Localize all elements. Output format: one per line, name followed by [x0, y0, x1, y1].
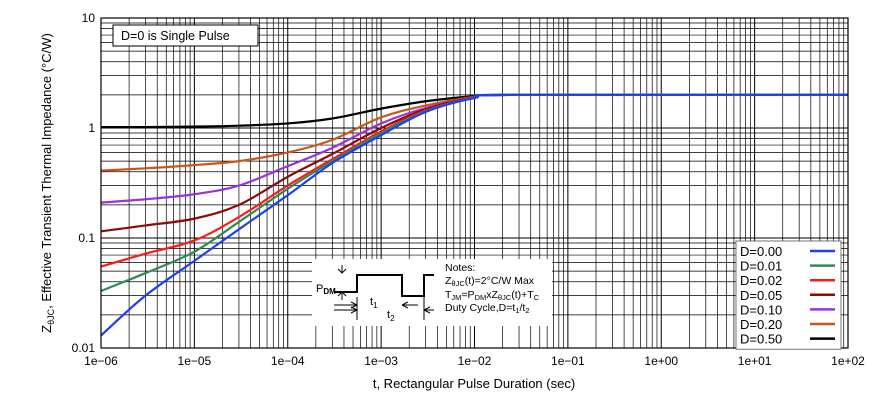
- x-tick-label: 1e−02: [458, 354, 492, 368]
- x-tick-labels: 1e−06 1e−05 1e−04 1e−03 1e−02 1e−01 1e+00 1e+01…: [84, 354, 865, 368]
- pulse-waveform: [334, 274, 434, 297]
- svg-text:Notes:: Notes:: [445, 262, 475, 274]
- svg-text:Duty Cycle,D=t1/t2: Duty Cycle,D=t1/t2: [445, 302, 530, 315]
- x-axis-label: t, Rectangular Pulse Duration (sec): [373, 376, 575, 391]
- svg-text:D=0 is Single Pulse: D=0 is Single Pulse: [121, 29, 230, 43]
- svg-text:t2: t2: [387, 309, 395, 323]
- y-tick-label: 1: [88, 121, 95, 135]
- svg-text:ZθJC(t)=2°C/W Max: ZθJC(t)=2°C/W Max: [445, 275, 535, 288]
- svg-text:t1: t1: [370, 296, 378, 310]
- pdm-arrow: [337, 265, 347, 300]
- x-tick-label: 1e+02: [831, 354, 865, 368]
- legend-label: D=0.50: [740, 332, 782, 347]
- curves: [100, 93, 848, 337]
- svg-text:TJM=PDMxZθJC(t)+TC: TJM=PDMxZθJC(t)+TC: [445, 289, 540, 302]
- t1-t2-arrows: [334, 297, 434, 320]
- x-tick-label: 1e+01: [738, 354, 772, 368]
- legend-label: D=0.02: [740, 273, 782, 288]
- svg-text:PDM: PDM: [316, 283, 336, 296]
- x-tick-label: 1e−01: [551, 354, 585, 368]
- plot-frame: [100, 17, 849, 349]
- x-tick-label: 1e−03: [364, 354, 398, 368]
- y-axis-label: ZθJC, Effective Transient Thermal Impeda…: [39, 33, 56, 333]
- legend: D=0.00D=0.01D=0.02D=0.05D=0.10D=0.20D=0.…: [735, 240, 842, 350]
- x-tick-label: 1e+00: [644, 354, 678, 368]
- single-pulse-annotation: D=0 is Single Pulse: [112, 24, 259, 47]
- y-tick-label: 10: [82, 11, 96, 25]
- legend-label: D=0.00: [740, 244, 782, 259]
- legend-label: D=0.01: [740, 259, 782, 274]
- y-tick-label: 0.01: [72, 341, 96, 355]
- y-tick-labels: 10 1 0.1 0.01: [72, 11, 96, 355]
- legend-label: D=0.05: [740, 288, 782, 303]
- x-tick-label: 1e−05: [178, 354, 212, 368]
- y-tick-label: 0.1: [78, 231, 95, 245]
- legend-label: D=0.20: [740, 317, 782, 332]
- notes-box: PDM t1 t2 Notes: ZθJC(t)=2°C/W Max TJM=P…: [312, 259, 552, 326]
- series-line-D=0.00: [100, 93, 848, 337]
- x-tick-label: 1e−04: [271, 354, 305, 368]
- x-tick-label: 1e−06: [84, 354, 118, 368]
- legend-label: D=0.10: [740, 302, 782, 317]
